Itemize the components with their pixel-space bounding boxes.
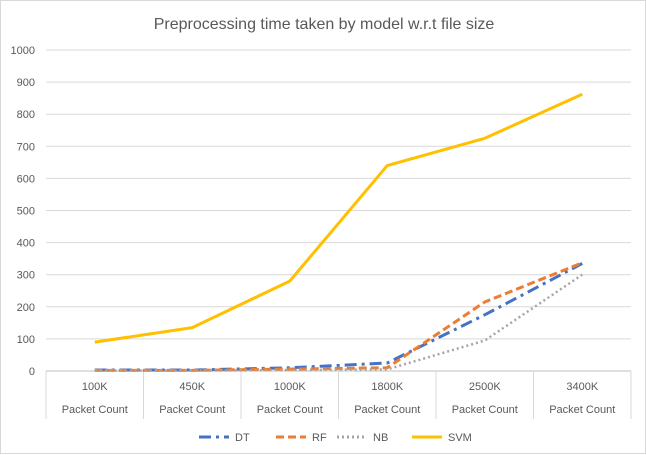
series-line-nb [94, 273, 583, 372]
y-tick-label: 200 [17, 302, 35, 314]
x-axis: 100K Packet Count 450K Packet Count 1000K Pac… [45, 370, 632, 419]
y-tick-label: 0 [29, 366, 35, 378]
x-tick-label: 100K [82, 381, 108, 393]
x-group-label: Packet Count [257, 404, 323, 416]
legend-label: NB [373, 432, 388, 444]
x-group-label: Packet Count [62, 404, 128, 416]
x-group-label: Packet Count [452, 404, 518, 416]
x-tick-label: 1000K [274, 381, 306, 393]
y-tick-label: 100 [17, 334, 35, 346]
y-tick-label: 400 [17, 238, 35, 250]
y-tick-label: 800 [17, 109, 35, 121]
x-tick-label: 450K [179, 381, 205, 393]
chart-title: Preprocessing time taken by model w.r.t … [154, 16, 495, 33]
y-tick-label: 1000 [11, 45, 35, 57]
y-tick-label: 700 [17, 141, 35, 153]
gridlines [46, 49, 631, 340]
y-tick-label: 900 [17, 77, 35, 89]
legend-label: RF [312, 432, 327, 444]
x-tick-label: 2500K [469, 381, 501, 393]
legend-label: DT [235, 432, 250, 444]
series-line-rf [94, 261, 583, 372]
y-tick-label: 500 [17, 206, 35, 218]
x-group-label: Packet Count [549, 404, 615, 416]
series-line-svm [94, 92, 583, 344]
y-tick-label: 600 [17, 173, 35, 185]
x-tick-label: 1800K [371, 381, 403, 393]
x-group-label: Packet Count [159, 404, 225, 416]
legend-label: SVM [448, 432, 472, 444]
y-axis: 0 100 200 300 400 500 600 700 800 900 1000 [11, 45, 35, 378]
y-tick-label: 300 [17, 270, 35, 282]
series-line-dt [94, 262, 583, 372]
x-group-label: Packet Count [354, 404, 420, 416]
series-lines [94, 92, 583, 372]
legend: DT RF NB SVM [199, 432, 472, 444]
x-tick-label: 3400K [566, 381, 598, 393]
